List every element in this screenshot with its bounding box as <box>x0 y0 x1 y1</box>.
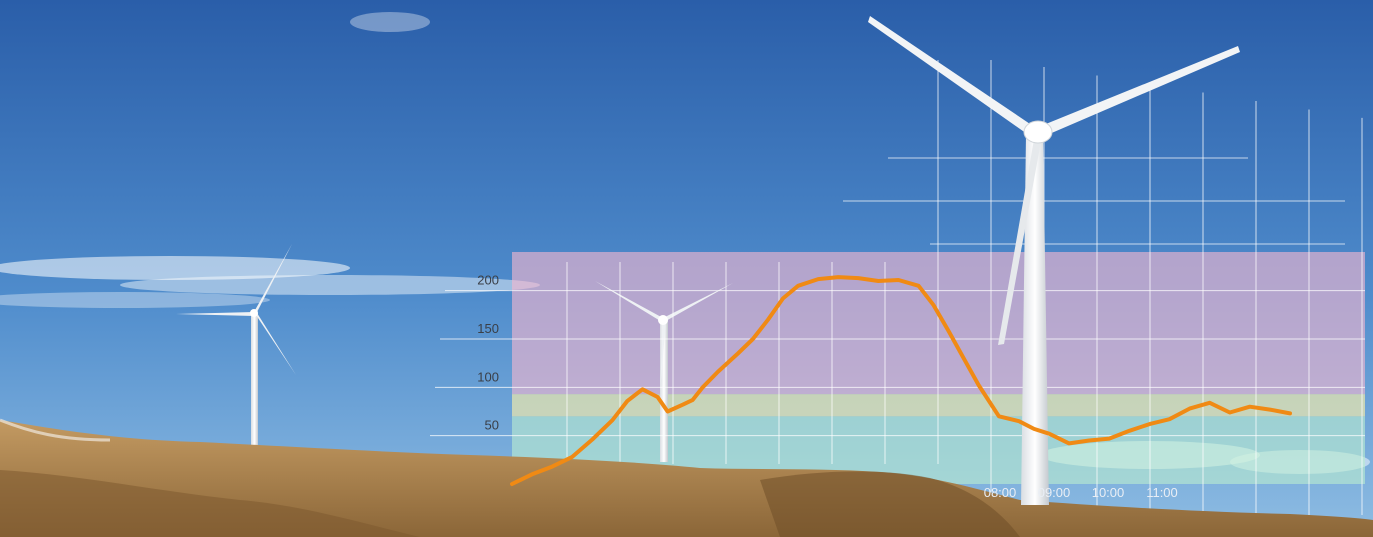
chart-grid <box>430 60 1365 515</box>
x-axis-ticks: 08:00 09:00 10:00 11:00 <box>984 485 1178 500</box>
x-tick-label: 10:00 <box>1092 485 1125 500</box>
sand-dunes <box>0 418 1373 537</box>
x-tick-label: 11:00 <box>1146 485 1178 500</box>
y-tick-label: 100 <box>477 369 499 384</box>
turbine-middle <box>595 281 733 462</box>
turbine-left <box>176 244 296 448</box>
y-tick-label: 150 <box>477 321 499 336</box>
chart-plot <box>510 275 1292 486</box>
x-tick-label: 09:00 <box>1038 485 1071 500</box>
x-tick-label: 08:00 <box>984 485 1017 500</box>
y-axis-ticks: 50 100 150 200 <box>477 273 499 433</box>
y-tick-label: 50 <box>485 418 499 433</box>
turbine-right <box>868 16 1240 505</box>
y-tick-label: 200 <box>477 273 499 288</box>
